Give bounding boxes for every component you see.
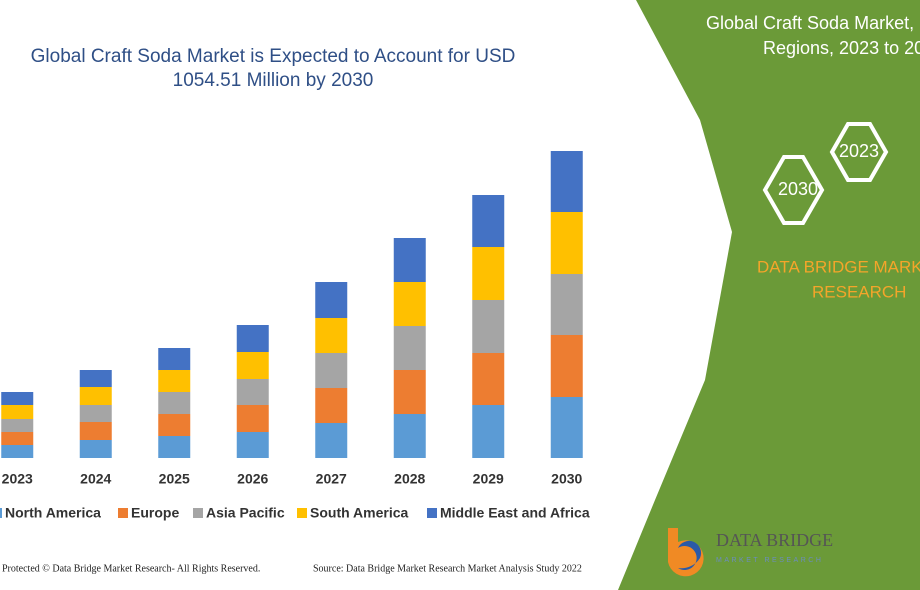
hexagon [829,122,889,182]
bar-segment [315,353,348,388]
hexagon-label: 2023 [839,141,879,161]
bar-segment [472,300,505,353]
bar-segment [550,274,583,335]
title-line: 1054.51 Million by 2030 [173,70,374,91]
bar-segment [315,388,348,423]
legend-swatch [427,508,437,518]
footer-text: Source: Data Bridge Market Research Mark… [313,563,582,574]
bar-segment [472,195,505,247]
bar-segment [158,370,191,392]
bar-segment [79,405,112,422]
x-tick-label: 2029 [473,471,504,487]
bar-segment [315,282,348,318]
bar-segment [158,436,191,458]
x-tick-label: 2024 [80,471,111,487]
bar-segment [1,392,34,405]
bar-segment [393,238,426,282]
bar-segment [1,405,34,419]
footer-text: Protected © Data Bridge Market Research-… [2,563,260,574]
legend-label: Europe [131,505,179,521]
chart-title: Global Craft Soda Market is Expected to … [31,46,516,91]
bar-segment [550,212,583,274]
bar-segment [236,379,269,405]
bar-segment [158,414,191,436]
bar-segment [550,397,583,458]
bar-segment [393,282,426,326]
bar-segment [550,335,583,397]
bar-segment [79,440,112,458]
plot: 2023 2024 2025 2026 2027 2028 2029 2030 North Am… [0,151,590,521]
legend-swatch [0,508,2,518]
bar-segment [393,326,426,370]
logo: DATA BRIDGE MARKET RESEARCH [668,528,833,577]
title-line: Global Craft Soda Market is Expected to … [31,46,516,67]
bar-segment [79,387,112,405]
bar-segment [1,445,34,458]
x-tick-label: 2023 [2,471,33,487]
legend-swatch [297,508,307,518]
x-tick-label: 2026 [237,471,268,487]
brand-text: RESEARCH [812,282,906,301]
panel-title: Global Craft Soda Market, By [706,13,920,33]
x-tick-label: 2025 [159,471,190,487]
bar-segment [472,405,505,458]
logo-name: DATA BRIDGE [716,530,833,550]
bar-segment [393,370,426,414]
hexagon [762,155,825,225]
bar-segment [472,353,505,405]
legend-label: North America [5,505,101,521]
bar-segment [236,352,269,379]
logo-mark [678,540,702,570]
legend-swatch [118,508,128,518]
legend-label: Asia Pacific [206,505,285,521]
green-panel [618,0,920,590]
logo-tagline: MARKET RESEARCH [716,557,823,564]
brand-text: DATA BRIDGE MARKET [757,257,920,276]
legend-label: Middle East and Africa [440,505,590,521]
hexagon-label: 2030 [778,179,818,199]
bar-segment [236,405,269,432]
bar-segment [236,325,269,352]
bar-segment [472,247,505,300]
bar-segment [1,419,34,432]
bar-segment [315,318,348,353]
x-tick-label: 2030 [551,471,582,487]
legend-swatch [193,508,203,518]
x-tick-label: 2028 [394,471,425,487]
bar-segment [79,370,112,387]
bar-segment [393,414,426,458]
bar-segment [158,348,191,370]
bar-segment [1,432,34,445]
bar-segment [236,432,269,458]
bar-segment [158,392,191,414]
x-tick-label: 2027 [316,471,347,487]
bar-segment [550,151,583,212]
panel-title: Regions, 2023 to 2030 [763,38,920,58]
legend-label: South America [310,505,408,521]
bar-segment [315,423,348,458]
bar-segment [79,422,112,440]
